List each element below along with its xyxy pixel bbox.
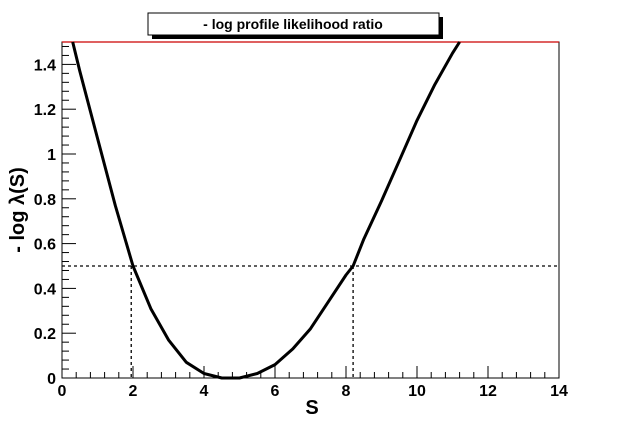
y-tick-label: 0.8 xyxy=(34,192,56,209)
x-tick-label: 8 xyxy=(342,383,351,400)
likelihood-curve xyxy=(71,41,461,380)
x-tick-label: 10 xyxy=(408,383,426,400)
x-tick-label: 4 xyxy=(200,383,209,400)
x-tick-label: 2 xyxy=(129,383,138,400)
y-tick-label: 1 xyxy=(47,147,56,164)
axes: 0 2 4 6 8 10 12 14 0 0.2 0.4 0.6 0.8 1 1.2 1.4 xyxy=(34,45,568,400)
curve-group xyxy=(71,41,461,380)
reference-lines xyxy=(62,41,559,378)
y-tick-label: 0.4 xyxy=(34,281,56,298)
x-tick-label: 14 xyxy=(550,383,568,400)
x-tick-label: 0 xyxy=(58,383,67,400)
chart-title-box: - log profile likelihood ratio xyxy=(147,12,443,39)
y-tick-label: 0 xyxy=(47,371,56,388)
y-tick-label: 0.2 xyxy=(34,326,56,343)
x-tick-label: 12 xyxy=(479,383,497,400)
y-tick-label: 1.2 xyxy=(34,102,56,119)
y-tick-label: 0.6 xyxy=(34,237,56,254)
x-axis-title: S xyxy=(305,397,318,419)
y-axis-title: - log λ(S) xyxy=(7,167,29,253)
chart-title: - log profile likelihood ratio xyxy=(203,16,383,32)
x-tick-label: 6 xyxy=(271,383,280,400)
y-tick-label: 1.4 xyxy=(34,57,56,74)
